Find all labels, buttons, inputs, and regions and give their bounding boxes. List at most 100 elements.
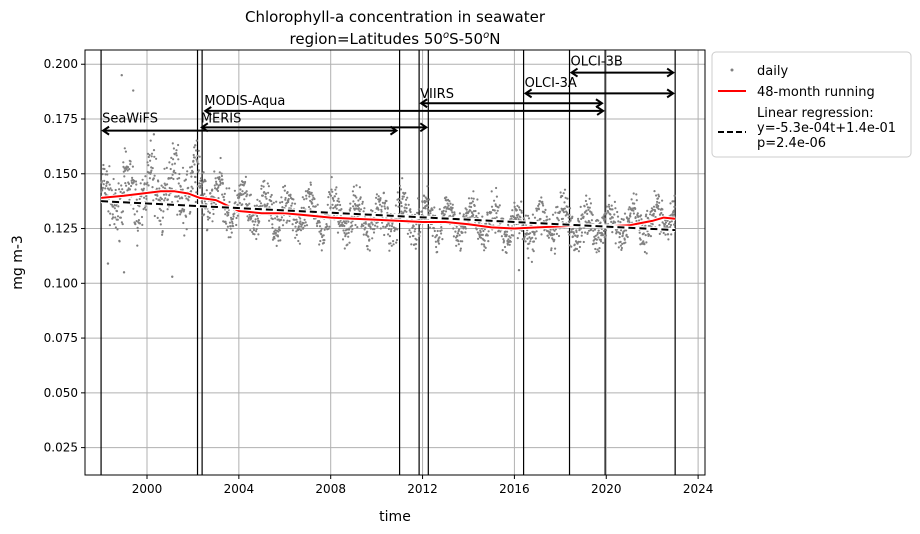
daily-point: [299, 220, 302, 223]
daily-point: [272, 232, 275, 235]
daily-point: [539, 217, 542, 221]
daily-point: [645, 213, 648, 216]
daily-point: [673, 223, 676, 226]
daily-point: [590, 219, 594, 222]
daily-point: [335, 192, 338, 195]
mission-arrowhead: [666, 88, 675, 99]
daily-point: [250, 217, 253, 220]
daily-point: [527, 217, 531, 220]
daily-point: [109, 212, 112, 215]
daily-point: [475, 214, 478, 218]
daily-point: [621, 232, 625, 235]
daily-point: [138, 222, 142, 225]
daily-point: [568, 233, 571, 236]
daily-point: [318, 225, 322, 228]
daily-point: [206, 228, 209, 231]
daily-point: [547, 230, 550, 233]
daily-point: [193, 163, 196, 166]
daily-point: [129, 160, 132, 163]
daily-point: [227, 213, 230, 217]
daily-point: [197, 149, 200, 152]
y-tick-label: 0.200: [44, 57, 78, 71]
daily-point: [146, 161, 149, 164]
daily-point: [498, 204, 501, 207]
daily-point: [578, 245, 582, 249]
daily-point: [113, 223, 116, 226]
daily-point: [392, 240, 395, 243]
daily-point: [436, 229, 439, 233]
daily-point: [160, 209, 163, 212]
daily-point: [527, 256, 530, 260]
daily-point: [156, 194, 159, 197]
daily-point: [670, 233, 673, 236]
daily-point: [186, 170, 189, 173]
daily-point: [133, 179, 136, 182]
daily-point: [395, 241, 398, 244]
daily-point: [322, 234, 325, 237]
daily-point: [311, 202, 314, 205]
daily-point: [105, 170, 108, 173]
daily-point: [313, 197, 316, 201]
daily-point: [586, 231, 589, 234]
grid: [85, 50, 705, 475]
daily-point: [597, 250, 601, 253]
daily-point: [662, 231, 665, 235]
daily-point: [380, 208, 383, 211]
daily-point: [200, 200, 203, 203]
daily-point: [530, 260, 534, 263]
daily-point: [176, 213, 179, 216]
daily-point: [244, 175, 247, 178]
daily-point: [255, 230, 258, 233]
daily-point: [119, 190, 122, 193]
daily-point: [410, 243, 413, 246]
daily-point: [265, 197, 268, 200]
daily-point: [371, 237, 374, 240]
daily-point: [110, 203, 114, 206]
daily-point: [513, 201, 516, 204]
daily-point: [369, 225, 372, 228]
daily-point: [171, 275, 174, 278]
daily-point: [431, 234, 434, 237]
daily-point: [183, 208, 186, 211]
daily-point: [247, 219, 250, 222]
daily-point: [533, 233, 536, 236]
daily-point: [159, 219, 162, 222]
daily-point: [457, 240, 460, 243]
daily-point: [241, 190, 244, 193]
daily-point: [570, 230, 573, 233]
daily-point: [251, 230, 254, 234]
daily-point: [217, 197, 220, 200]
daily-point: [241, 203, 244, 206]
daily-point: [404, 203, 407, 206]
daily-point: [549, 231, 552, 234]
daily-point: [349, 202, 352, 205]
daily-point: [396, 228, 399, 231]
daily-point: [264, 192, 268, 195]
daily-point: [100, 180, 103, 183]
daily-point: [543, 211, 546, 214]
daily-point: [204, 180, 207, 183]
daily-point: [245, 190, 248, 193]
daily-point: [166, 183, 169, 186]
daily-point: [173, 162, 176, 165]
daily-point: [307, 205, 311, 209]
daily-point: [242, 184, 245, 187]
daily-point: [357, 207, 360, 210]
daily-point: [440, 229, 443, 232]
daily-point: [256, 198, 259, 201]
daily-point: [196, 185, 199, 188]
daily-point: [280, 196, 283, 199]
daily-point: [362, 210, 365, 213]
daily-point: [242, 193, 245, 196]
daily-point: [178, 197, 181, 200]
daily-point: [619, 240, 622, 243]
daily-point: [390, 228, 393, 231]
daily-point: [592, 229, 595, 232]
daily-point: [308, 195, 311, 198]
daily-point: [218, 171, 221, 174]
daily-point: [109, 187, 112, 190]
daily-point: [172, 158, 175, 161]
chart-title: Chlorophyll-a concentration in seawater …: [245, 8, 546, 48]
daily-point: [166, 208, 169, 211]
daily-point: [613, 200, 617, 203]
